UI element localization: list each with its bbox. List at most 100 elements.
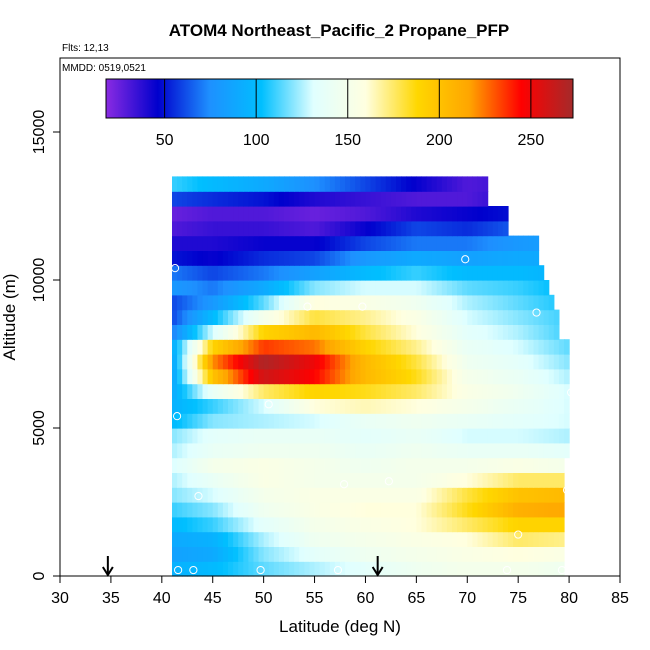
heatmap-cell	[284, 354, 290, 370]
heatmap-cell	[564, 442, 570, 459]
heatmap-cell	[289, 428, 295, 444]
heatmap-cell	[243, 516, 249, 533]
heatmap-cell	[360, 531, 367, 547]
heatmap-cell	[375, 442, 382, 459]
heatmap-cell	[370, 265, 377, 281]
heatmap-cell	[314, 309, 321, 325]
heatmap-cell	[329, 457, 336, 473]
heatmap-cell	[268, 561, 275, 577]
heatmap-cell	[375, 176, 382, 192]
heatmap-cell	[375, 339, 382, 355]
heatmap-cell	[284, 250, 290, 266]
heatmap-cell	[492, 235, 499, 251]
heatmap-cell	[452, 531, 458, 547]
heatmap-cell	[538, 561, 545, 577]
heatmap-cell	[212, 265, 219, 281]
heatmap-cell	[212, 354, 219, 370]
heatmap-cell	[238, 339, 244, 355]
heatmap-cell	[202, 561, 209, 577]
heatmap-cell	[355, 516, 361, 533]
heatmap-cell	[421, 368, 428, 385]
heatmap-cell	[304, 531, 311, 547]
heatmap-cell	[258, 487, 265, 503]
heatmap-cell	[385, 324, 392, 340]
heatmap-cell	[508, 339, 514, 355]
heatmap-cell	[222, 428, 229, 444]
heatmap-cell	[477, 546, 484, 562]
heatmap-cell	[263, 339, 270, 355]
heatmap-cell	[243, 472, 249, 488]
heatmap-cell	[273, 265, 280, 281]
heatmap-cell	[487, 457, 494, 473]
heatmap-cell	[457, 206, 463, 222]
heatmap-cell	[182, 428, 188, 444]
heatmap-cell	[197, 206, 204, 222]
heatmap-cell	[314, 220, 321, 237]
heatmap-cell	[508, 502, 514, 518]
heatmap-cell	[278, 339, 285, 355]
heatmap-cell	[248, 309, 255, 325]
heatmap-cell	[228, 561, 234, 577]
heatmap-cell	[538, 398, 545, 414]
heatmap-cell	[172, 398, 178, 414]
heatmap-cell	[289, 339, 295, 355]
heatmap-cell	[452, 324, 458, 340]
heatmap-cell	[177, 442, 183, 459]
heatmap-cell	[345, 561, 351, 577]
heatmap-cell	[441, 413, 448, 429]
heatmap-cell	[309, 413, 316, 429]
heatmap-cell	[284, 206, 290, 222]
heatmap-cell	[253, 339, 260, 355]
heatmap-cell	[390, 235, 397, 251]
heatmap-cell	[406, 354, 412, 370]
heatmap-cell	[192, 294, 199, 311]
heatmap-cell	[222, 502, 229, 518]
heatmap-cell	[217, 309, 224, 325]
heatmap-cell	[533, 280, 540, 296]
heatmap-cell	[172, 294, 178, 311]
heatmap-cell	[396, 265, 402, 281]
heatmap-cell	[380, 280, 387, 296]
heatmap-cell	[497, 206, 504, 222]
heatmap-cell	[177, 546, 183, 562]
heatmap-cell	[284, 280, 290, 296]
heatmap-cell	[253, 354, 260, 370]
heatmap-cell	[497, 413, 504, 429]
heatmap-cell	[360, 324, 367, 340]
heatmap-cell	[253, 265, 260, 281]
heatmap-cell	[233, 442, 239, 459]
heatmap-cell	[309, 442, 316, 459]
heatmap-cell	[202, 294, 209, 311]
heatmap-cell	[457, 294, 463, 311]
heatmap-cell	[350, 428, 356, 444]
heatmap-cell	[243, 294, 249, 311]
heatmap-cell	[289, 235, 295, 251]
heatmap-cell	[426, 383, 433, 399]
heatmap-cell	[492, 324, 499, 340]
heatmap-cell	[222, 368, 229, 385]
heatmap-cell	[350, 442, 356, 459]
heatmap-cell	[217, 472, 224, 488]
heatmap-cell	[253, 383, 260, 399]
heatmap-cell	[421, 457, 428, 473]
heatmap-cell	[243, 442, 249, 459]
heatmap-cell	[477, 354, 484, 370]
heatmap-cell	[345, 442, 351, 459]
heatmap-cell	[472, 339, 479, 355]
heatmap-cell	[334, 324, 341, 340]
heatmap-cell	[385, 561, 392, 577]
heatmap-cell	[207, 294, 214, 311]
heatmap-cell	[497, 531, 504, 547]
heatmap-cell	[273, 398, 280, 414]
heatmap-cell	[202, 383, 209, 399]
heatmap-cell	[355, 502, 361, 518]
heatmap-cell	[426, 309, 433, 325]
heatmap-cell	[528, 531, 535, 547]
heatmap-cell	[309, 487, 316, 503]
heatmap-cell	[401, 265, 407, 281]
heatmap-cell	[207, 176, 214, 192]
heatmap-cell	[365, 398, 372, 414]
heatmap-cell	[365, 487, 372, 503]
heatmap-cell	[487, 324, 494, 340]
heatmap-cell	[233, 516, 239, 533]
